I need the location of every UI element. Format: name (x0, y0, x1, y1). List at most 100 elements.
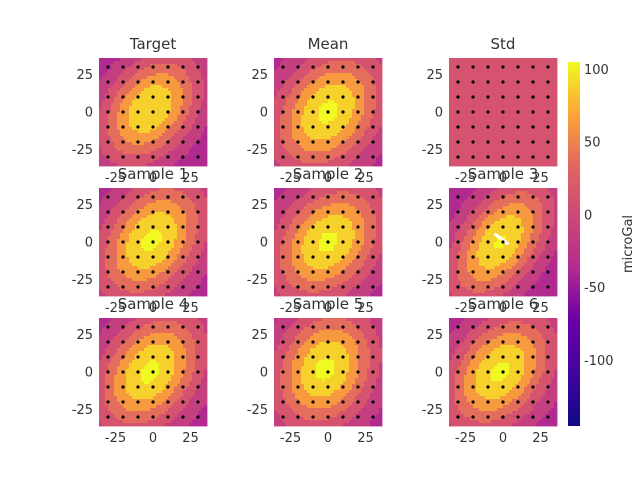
heatmap-cell (286, 133, 290, 137)
heatmap-cell (310, 70, 314, 74)
heatmap-cell (482, 118, 486, 122)
heatmap-cell (171, 227, 175, 231)
heatmap-cell (355, 124, 359, 128)
heatmap-cell (135, 118, 139, 122)
heatmap-cell (117, 103, 121, 107)
heatmap-cell (295, 64, 299, 68)
heatmap-cell (102, 203, 106, 207)
heatmap-cell (292, 154, 296, 158)
heatmap-cell (542, 124, 546, 128)
heatmap-cell (521, 91, 525, 95)
heatmap-cell (162, 239, 166, 243)
heatmap-cell (310, 109, 314, 113)
heatmap-cell (126, 124, 130, 128)
heatmap-cell (177, 163, 181, 167)
heatmap-cell (132, 239, 136, 243)
heatmap-cell (120, 278, 124, 282)
heatmap-cell (304, 70, 308, 74)
heatmap-cell (153, 248, 157, 252)
heatmap-cell (509, 97, 513, 101)
heatmap-cell (295, 82, 299, 86)
heatmap-cell (458, 136, 462, 140)
heatmap-cell (105, 103, 109, 107)
heatmap-cell (150, 257, 154, 261)
heatmap-cell (518, 127, 522, 131)
heatmap-cell (108, 115, 112, 119)
heatmap-cell (337, 58, 341, 62)
heatmap-cell (108, 88, 112, 92)
heatmap-cell (470, 115, 474, 119)
heatmap-cell (301, 139, 305, 143)
heatmap-cell (162, 148, 166, 152)
heatmap-cell (452, 67, 456, 71)
heatmap-cell (331, 100, 335, 104)
heatmap-cell (485, 136, 489, 140)
heatmap-cell (99, 97, 103, 101)
heatmap-cell (310, 133, 314, 137)
grid-point (311, 110, 315, 114)
heatmap-cell (286, 61, 290, 65)
heatmap-cell (171, 115, 175, 119)
heatmap-cell (491, 82, 495, 86)
heatmap-cell (295, 145, 299, 149)
heatmap-cell (307, 109, 311, 113)
heatmap-cell (102, 139, 106, 143)
heatmap-cell (150, 100, 154, 104)
heatmap-cell (301, 58, 305, 62)
heatmap-cell (99, 67, 103, 71)
heatmap-cell (159, 254, 163, 258)
heatmap-cell (150, 206, 154, 210)
heatmap-cell (129, 145, 133, 149)
x-tick-label: 25 (357, 171, 374, 186)
heatmap-cell (334, 118, 338, 122)
heatmap-cell (105, 212, 109, 216)
heatmap-cell (328, 76, 332, 80)
heatmap-cell (132, 191, 136, 195)
heatmap-cell (102, 257, 106, 261)
heatmap-cell (355, 70, 359, 74)
heatmap-cell (123, 278, 127, 282)
grid-point (166, 110, 170, 114)
heatmap-cell (114, 115, 118, 119)
heatmap-cell (195, 154, 199, 158)
heatmap-cell (527, 121, 531, 125)
grid-point (326, 95, 330, 99)
heatmap-cell (364, 82, 368, 86)
heatmap-cell (521, 124, 525, 128)
heatmap-cell (135, 191, 139, 195)
heatmap-cell (488, 88, 492, 92)
heatmap-cell (316, 76, 320, 80)
heatmap-cell (138, 221, 142, 225)
heatmap-cell (177, 64, 181, 68)
heatmap-cell (156, 197, 160, 201)
heatmap-cell (129, 79, 133, 83)
heatmap-cell (156, 191, 160, 195)
heatmap-cell (126, 239, 130, 243)
heatmap-cell (515, 79, 519, 83)
heatmap-cell (144, 278, 148, 282)
heatmap-cell (147, 188, 151, 192)
heatmap-cell (156, 148, 160, 152)
heatmap-cell (473, 142, 477, 146)
heatmap-cell (545, 103, 549, 107)
heatmap-cell (464, 67, 468, 71)
heatmap-cell (111, 67, 115, 71)
heatmap-cell (449, 121, 453, 125)
heatmap-cell (367, 73, 371, 77)
heatmap-cell (500, 70, 504, 74)
heatmap-cell (539, 154, 543, 158)
heatmap-cell (141, 79, 145, 83)
heatmap-cell (162, 194, 166, 198)
heatmap-cell (123, 230, 127, 234)
heatmap-cell (171, 215, 175, 219)
heatmap-cell (518, 64, 522, 68)
heatmap-cell (144, 112, 148, 116)
grid-point (356, 155, 360, 159)
heatmap-cell (316, 109, 320, 113)
heatmap-cell (105, 221, 109, 225)
heatmap-cell (286, 106, 290, 110)
heatmap-cell (358, 118, 362, 122)
heatmap-cell (509, 151, 513, 155)
heatmap-cell (515, 112, 519, 116)
heatmap-cell (337, 70, 341, 74)
